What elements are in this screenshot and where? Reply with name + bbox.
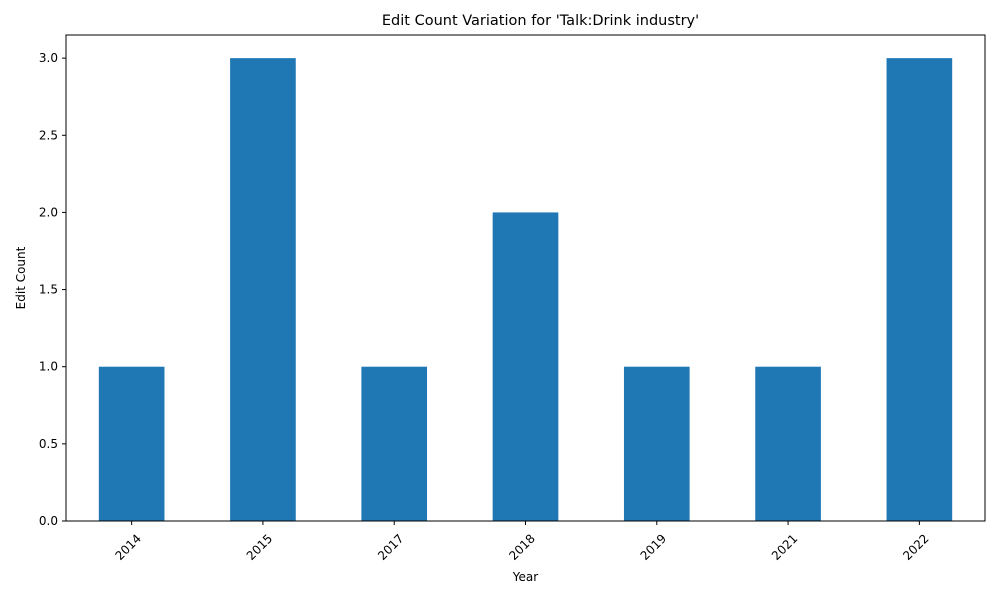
bars-layer (98, 58, 953, 522)
bar-2022 (886, 58, 953, 522)
y-tick-label: 0.5 (39, 437, 58, 451)
x-tick-label: 2015 (244, 531, 275, 562)
x-tick-label: 2019 (638, 531, 669, 562)
x-axis-label: Year (512, 570, 538, 584)
plot-frame (65, 34, 986, 522)
bar-2017 (361, 366, 428, 521)
y-tick-label: 2.0 (39, 205, 58, 219)
y-tick-label: 3.0 (39, 51, 58, 65)
x-tick-label: 2017 (375, 531, 406, 562)
bar-2018 (492, 212, 559, 521)
x-tick-label: 2021 (769, 531, 800, 562)
bar-2021 (755, 366, 821, 521)
y-tick-label: 1.5 (39, 283, 58, 297)
y-axis: 0.0 0.5 1.0 1.5 2.0 2.5 3.0 (39, 51, 66, 528)
bar-2019 (623, 366, 690, 521)
x-tick-label: 2014 (112, 531, 143, 562)
y-axis-label: Edit Count (14, 246, 28, 309)
bar-2014 (98, 366, 165, 521)
y-tick-label: 2.5 (39, 128, 58, 142)
y-tick-label: 1.0 (39, 360, 58, 374)
x-tick-label: 2022 (900, 531, 931, 562)
chart-title: Edit Count Variation for 'Talk:Drink ind… (382, 13, 699, 29)
x-axis: 2014 2015 2017 2018 2019 2021 2022 (112, 521, 932, 563)
bar-2015 (230, 58, 296, 522)
x-tick-label: 2018 (506, 531, 537, 562)
y-tick-label: 0.0 (39, 514, 58, 528)
